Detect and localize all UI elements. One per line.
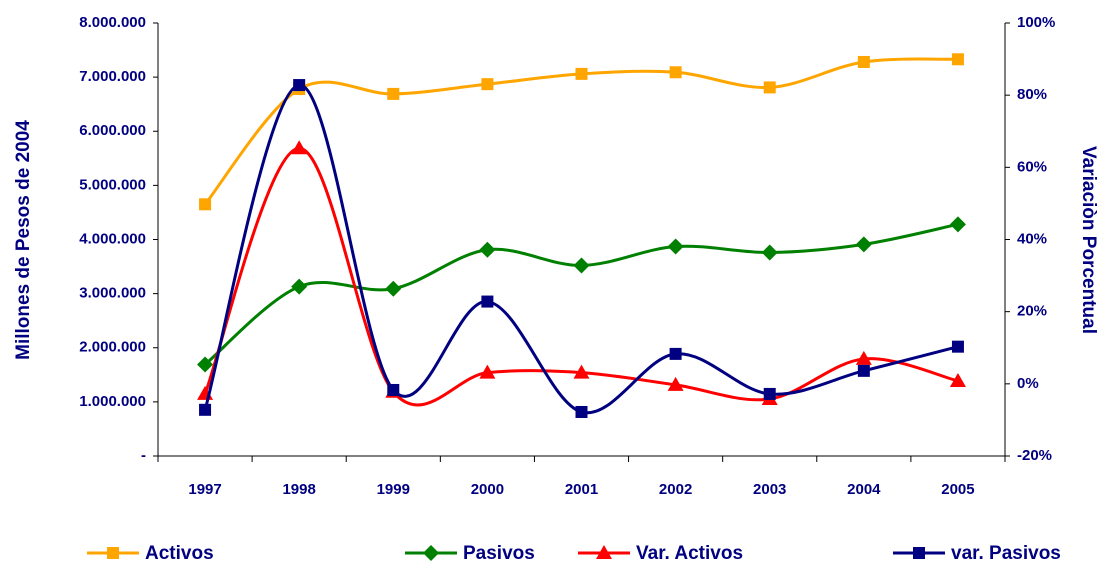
- x-tick-label: 2004: [847, 481, 881, 498]
- x-tick-label: 1997: [188, 481, 221, 498]
- legend-marker: [107, 547, 119, 559]
- marker: [575, 67, 588, 80]
- marker: [479, 241, 496, 258]
- x-tick-label: 2000: [471, 481, 504, 498]
- marker: [855, 350, 872, 365]
- legend-label: Activos: [145, 543, 214, 564]
- y-tick-label: 3.000.000: [79, 285, 146, 302]
- marker: [573, 257, 590, 274]
- x-tick-label: 1999: [377, 481, 410, 498]
- series-line: [203, 57, 958, 206]
- y-tick-label: -: [141, 447, 146, 464]
- y2-tick-label: 20%: [1017, 303, 1047, 320]
- x-tick-label: 2002: [659, 481, 692, 498]
- y-tick-label: 5.000.000: [79, 176, 146, 193]
- marker: [385, 280, 402, 297]
- marker: [951, 340, 964, 353]
- y-tick-label: 4.000.000: [79, 230, 146, 247]
- marker: [857, 55, 870, 68]
- marker: [199, 403, 212, 416]
- marker: [197, 356, 214, 373]
- marker: [763, 387, 776, 400]
- y2-tick-label: 80%: [1017, 86, 1047, 103]
- marker: [761, 244, 778, 261]
- y2-tick-label: 60%: [1017, 158, 1047, 175]
- marker: [387, 87, 400, 100]
- marker: [573, 364, 590, 379]
- y-tick-label: 7.000.000: [79, 68, 146, 85]
- marker: [575, 405, 588, 418]
- marker: [667, 238, 684, 255]
- y-tick-label: 8.000.000: [79, 14, 146, 31]
- marker: [667, 376, 684, 391]
- legend-label: Var. Activos: [636, 543, 743, 564]
- marker: [763, 81, 776, 94]
- marker: [291, 140, 308, 155]
- legend-label: Pasivos: [463, 543, 535, 564]
- legend-marker: [423, 545, 439, 561]
- marker: [291, 278, 308, 295]
- marker: [481, 295, 494, 308]
- y-tick-label: 2.000.000: [79, 339, 146, 356]
- legend-marker: [596, 545, 612, 559]
- marker: [669, 347, 682, 360]
- marker: [855, 236, 872, 253]
- legend-label: var. Pasivos: [951, 543, 1061, 564]
- marker: [479, 364, 496, 379]
- y-tick-label: 6.000.000: [79, 122, 146, 139]
- y2-tick-label: 100%: [1017, 14, 1055, 31]
- marker: [669, 66, 682, 79]
- marker: [199, 198, 212, 211]
- marker: [857, 364, 870, 377]
- x-tick-label: 1998: [282, 481, 315, 498]
- x-tick-label: 2001: [565, 481, 598, 498]
- y2-axis-title: Variaciòn Porcentual: [1078, 146, 1099, 334]
- marker: [387, 383, 400, 396]
- x-tick-label: 2005: [941, 481, 974, 498]
- series-line: [204, 222, 959, 366]
- legend-marker: [913, 547, 925, 559]
- y2-tick-label: -20%: [1017, 447, 1052, 464]
- marker: [949, 216, 966, 233]
- marker: [293, 79, 306, 92]
- y-tick-label: 1.000.000: [79, 393, 146, 410]
- y-axis-title: Millones de Pesos de 2004: [13, 120, 34, 360]
- marker: [481, 78, 494, 91]
- marker: [949, 372, 966, 387]
- marker: [951, 53, 964, 66]
- x-tick-label: 2003: [753, 481, 786, 498]
- y2-tick-label: 0%: [1017, 375, 1039, 392]
- y2-tick-label: 40%: [1017, 230, 1047, 247]
